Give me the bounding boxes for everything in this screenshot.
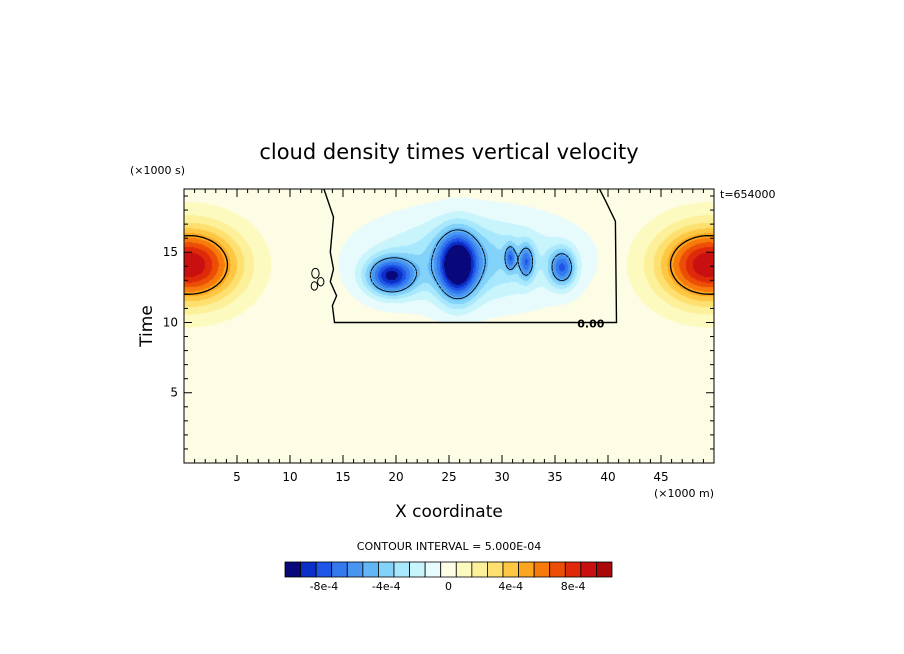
x-tick-labels: 5 10 15 20 25 30 35 40 45 (233, 470, 668, 484)
colorbar (284, 561, 613, 578)
colorbar-swatch (596, 561, 613, 578)
x-axis-label: X coordinate (395, 502, 503, 522)
colorbar-swatch (362, 561, 379, 578)
colorbar-swatch (424, 561, 442, 578)
colorbar-swatch (533, 561, 551, 578)
time-annotation: t=654000 (720, 188, 776, 201)
colorbar-swatch (300, 561, 317, 578)
y-units-label: (×1000 s) (130, 164, 185, 177)
x-tick-label: 15 (335, 470, 350, 484)
colorbar-swatch (393, 561, 410, 578)
colorbar-swatch (518, 561, 535, 578)
colorbar-swatch (409, 561, 426, 578)
zero-contour-island (310, 281, 319, 291)
y-tick-label: 10 (163, 315, 178, 329)
colorbar-swatch (580, 561, 597, 578)
chart-title: cloud density times vertical velocity (259, 140, 638, 164)
colorbar-swatch (346, 561, 364, 578)
colorbar-tick-label: 0 (445, 580, 452, 593)
x-tick-label: 5 (233, 470, 241, 484)
zero-contour-island (311, 267, 320, 279)
y-tick-label: 15 (163, 245, 178, 259)
colorbar-swatch (487, 561, 504, 578)
x-tick-label: 40 (600, 470, 615, 484)
zero-contour-island (317, 277, 325, 287)
colorbar-swatch (502, 561, 519, 578)
colorbar-tick-labels: -8e-4 -4e-4 0 4e-4 8e-4 (310, 580, 586, 593)
heatmap-field (184, 189, 714, 463)
colorbar-swatch (471, 561, 488, 578)
colorbar-tick-label: 8e-4 (561, 580, 586, 593)
colorbar-tick-label: -4e-4 (372, 580, 401, 593)
x-units-label: (×1000 m) (654, 487, 714, 500)
colorbar-swatch (564, 561, 582, 578)
x-tick-label: 35 (547, 470, 562, 484)
colorbar-tick-label: -8e-4 (310, 580, 339, 593)
axis-tick-marks (184, 189, 714, 463)
colorbar-tick-label: 4e-4 (498, 580, 523, 593)
contour-lines: 0.00 (184, 189, 714, 330)
colorbar-swatch (331, 561, 348, 578)
x-tick-label: 45 (653, 470, 668, 484)
zero-contour (323, 189, 618, 324)
y-tick-label: 5 (170, 386, 178, 400)
colorbar-swatch (378, 561, 395, 578)
x-tick-label: 20 (388, 470, 403, 484)
y-tick-labels: 5 10 15 (163, 245, 178, 400)
contour-interval-label: CONTOUR INTERVAL = 5.000E-04 (357, 540, 541, 553)
zero-contour-label: 0.00 (577, 317, 604, 330)
x-tick-label: 25 (441, 470, 456, 484)
contour-line-negative (370, 229, 572, 300)
colorbar-swatch (284, 561, 301, 578)
colorbar-swatch (315, 561, 333, 578)
x-tick-label: 10 (282, 470, 297, 484)
colorbar-swatch (549, 561, 566, 578)
colorbar-swatch (455, 561, 473, 578)
x-tick-label: 30 (494, 470, 509, 484)
y-axis-label: Time (137, 305, 157, 348)
colorbar-swatch (440, 561, 457, 578)
